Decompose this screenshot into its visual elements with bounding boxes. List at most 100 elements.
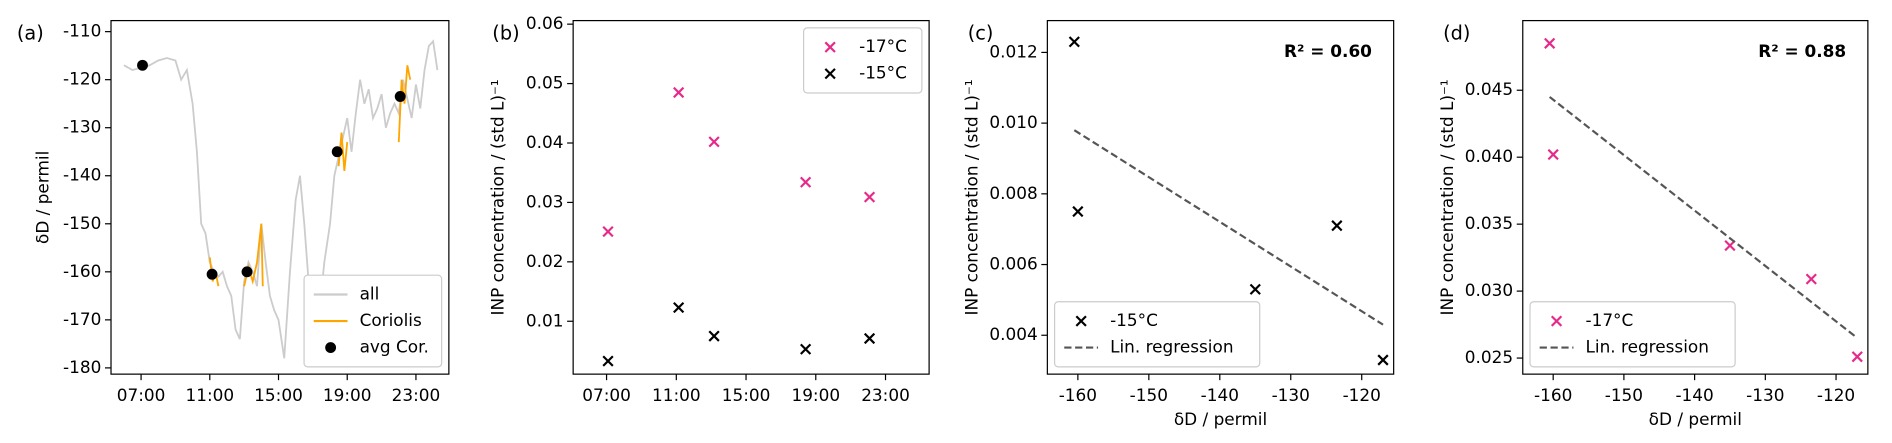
data-point [708, 330, 720, 342]
annotation: R² = 0.60 [1284, 41, 1372, 61]
legend-handle [325, 342, 337, 354]
data-point [1331, 220, 1343, 232]
x-tick-label: -130 [1746, 385, 1784, 405]
y-axis-label: INP concentration / (std L)⁻¹ [962, 79, 982, 315]
x-tick-label: -130 [1272, 385, 1310, 405]
panel-label: (b) [492, 21, 519, 44]
data-point [863, 332, 876, 345]
x-tick-label: 19:00 [323, 385, 372, 405]
x-tick-label: 23:00 [392, 385, 441, 405]
y-tick-label: -150 [63, 213, 101, 233]
legend-label: Lin. regression [1586, 337, 1709, 357]
y-tick-label: 0.05 [526, 73, 564, 93]
axes-frame [110, 19, 450, 375]
y-tick-label: -140 [63, 165, 101, 185]
y-tick-label: 0.004 [989, 324, 1037, 344]
panel-label: (c) [968, 21, 994, 44]
data-point [708, 136, 720, 148]
y-tick-label: 0.01 [526, 310, 564, 330]
data-point [673, 301, 685, 314]
series-line [123, 39, 439, 359]
x-axis-label: δD / permil [1649, 409, 1742, 429]
data-point [800, 176, 812, 188]
x-tick-label: -160 [1059, 385, 1097, 405]
data-point [602, 225, 614, 238]
data-point [1068, 36, 1080, 48]
x-tick-label: 15:00 [254, 385, 303, 405]
legend-label: -15°C [859, 63, 907, 83]
x-tick-label: -140 [1675, 385, 1713, 405]
legend-box [303, 274, 443, 368]
y-tick-label: 0.02 [526, 251, 564, 271]
y-tick-label: 0.06 [526, 13, 564, 33]
x-axis-label: δD / permil [1174, 409, 1267, 429]
data-point [241, 266, 253, 278]
x-tick-label: 19:00 [791, 385, 840, 405]
y-tick-label: 0.008 [989, 183, 1037, 203]
annotation: R² = 0.88 [1758, 41, 1846, 61]
y-tick-label: 0.03 [526, 191, 564, 211]
x-tick-label: 07:00 [582, 385, 631, 405]
panel-label: (a) [17, 21, 44, 44]
legend-label: -15°C [1110, 310, 1158, 330]
legend-handle [1550, 315, 1563, 327]
y-tick-label: 0.030 [1465, 280, 1513, 300]
x-tick-label: -160 [1534, 385, 1572, 405]
y-tick-label: 0.006 [989, 254, 1037, 274]
legend-handle [824, 68, 836, 80]
x-tick-label: -140 [1201, 385, 1239, 405]
y-tick-label: 0.010 [989, 112, 1037, 132]
legend-box [1529, 301, 1736, 368]
y-tick-label: -170 [63, 309, 101, 329]
y-axis-label: INP concentration / (std L)⁻¹ [487, 79, 507, 315]
series-line [1073, 129, 1384, 326]
x-tick-label: -120 [1343, 385, 1381, 405]
data-point [800, 343, 812, 355]
data-point [1851, 351, 1863, 363]
x-tick-label: 15:00 [722, 385, 771, 405]
y-tick-label: -130 [63, 117, 101, 137]
x-tick-label: 11:00 [652, 385, 701, 405]
data-point [1805, 273, 1817, 285]
legend-label: -17°C [859, 36, 907, 56]
data-point [1547, 148, 1559, 161]
x-tick-label: 07:00 [117, 385, 166, 405]
y-tick-label: -160 [63, 261, 101, 281]
y-tick-label: -180 [63, 357, 101, 377]
data-point [206, 268, 218, 280]
data-point [1072, 205, 1084, 218]
panel-label: (d) [1443, 21, 1470, 44]
legend-label: Lin. regression [1110, 337, 1233, 357]
legend-label: avg Cor. [360, 337, 429, 357]
x-tick-label: -150 [1130, 385, 1168, 405]
y-tick-label: -120 [63, 69, 101, 89]
axes-frame [1522, 19, 1869, 375]
data-point [1377, 354, 1389, 366]
x-tick-label: 11:00 [185, 385, 234, 405]
y-axis-label: INP concentration / (std L)⁻¹ [1437, 79, 1457, 315]
legend-handle [1075, 315, 1087, 327]
data-point [137, 59, 148, 71]
y-tick-label: -110 [63, 21, 101, 41]
axes-frame [572, 19, 930, 375]
legend-box [1053, 301, 1261, 368]
data-point [1544, 37, 1556, 49]
y-axis-label: δD / permil [32, 151, 52, 244]
data-point [331, 146, 343, 158]
legend-handle [824, 41, 836, 53]
y-tick-label: 0.04 [526, 132, 564, 152]
legend-label: Coriolis [360, 310, 422, 330]
data-point [602, 355, 614, 367]
y-tick-label: 0.035 [1465, 213, 1513, 233]
data-point [673, 86, 685, 99]
y-tick-label: 0.012 [989, 41, 1037, 61]
data-point [1724, 239, 1736, 252]
legend-label: -17°C [1586, 310, 1634, 330]
axes-frame [1046, 19, 1395, 375]
data-point [1249, 283, 1261, 295]
y-tick-label: 0.040 [1465, 146, 1513, 166]
x-tick-label: -120 [1817, 385, 1855, 405]
y-tick-label: 0.045 [1465, 79, 1513, 99]
x-tick-label: -150 [1605, 385, 1643, 405]
y-tick-label: 0.025 [1465, 347, 1513, 367]
